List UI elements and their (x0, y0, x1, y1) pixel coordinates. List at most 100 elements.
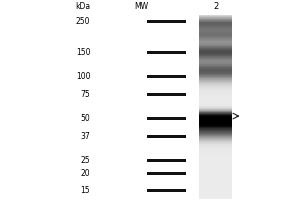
Bar (199, 99, 232, 100)
Bar (199, 194, 232, 195)
Text: 150: 150 (76, 48, 90, 57)
Bar (199, 65, 232, 66)
Bar (147, 93, 186, 96)
Bar (199, 46, 232, 47)
Bar (199, 188, 232, 189)
Text: 250: 250 (76, 17, 90, 26)
Bar (199, 180, 232, 181)
Bar (147, 51, 186, 54)
Bar (199, 49, 232, 50)
Bar (199, 166, 232, 167)
Bar (199, 181, 232, 182)
Bar (199, 176, 232, 177)
Bar (199, 79, 232, 80)
Text: 37: 37 (80, 132, 90, 141)
Bar (199, 54, 232, 55)
Bar (199, 30, 232, 31)
Bar (199, 112, 232, 113)
Bar (199, 148, 232, 149)
Bar (199, 103, 232, 104)
Bar (199, 146, 232, 147)
Bar (199, 29, 232, 30)
Bar (199, 58, 232, 59)
Bar (199, 23, 232, 24)
Bar (199, 64, 232, 65)
Bar (199, 69, 232, 70)
Bar (199, 110, 232, 111)
Bar (199, 118, 232, 119)
Bar (199, 121, 232, 122)
Bar (199, 62, 232, 63)
Bar (199, 140, 232, 141)
Bar (199, 106, 232, 107)
Bar (199, 57, 232, 58)
Bar (199, 124, 232, 125)
Bar (199, 196, 232, 197)
Bar (199, 133, 232, 134)
Bar (199, 154, 232, 155)
Bar (199, 78, 232, 79)
Bar (199, 137, 232, 138)
Bar (199, 27, 232, 28)
Bar (199, 80, 232, 81)
Bar (199, 129, 232, 130)
Bar (199, 192, 232, 193)
Text: 15: 15 (81, 186, 90, 195)
Bar (199, 113, 232, 114)
Bar (199, 33, 232, 34)
Bar (199, 35, 232, 36)
Bar (199, 114, 232, 115)
Bar (199, 189, 232, 190)
Bar (199, 47, 232, 48)
Bar (199, 185, 232, 186)
Bar (199, 159, 232, 160)
Bar (199, 160, 232, 161)
Bar (199, 68, 232, 69)
Bar (199, 63, 232, 64)
Bar (199, 59, 232, 60)
Bar (199, 100, 232, 101)
Bar (199, 117, 232, 118)
Bar (199, 162, 232, 163)
Bar (199, 149, 232, 150)
Bar (199, 123, 232, 124)
Bar (199, 164, 232, 165)
Bar (199, 73, 232, 74)
Bar (199, 153, 232, 154)
Bar (147, 135, 186, 138)
Bar (199, 41, 232, 42)
Bar (199, 144, 232, 145)
Bar (199, 155, 232, 156)
Bar (199, 71, 232, 72)
Bar (199, 61, 232, 62)
Bar (199, 197, 232, 198)
Bar (199, 95, 232, 96)
Bar (199, 38, 232, 39)
Bar (199, 67, 232, 68)
Bar (199, 193, 232, 194)
Bar (199, 74, 232, 75)
Bar (199, 53, 232, 54)
Bar (199, 179, 232, 180)
Bar (199, 170, 232, 171)
Bar (199, 20, 232, 21)
Bar (199, 96, 232, 97)
Bar (199, 161, 232, 162)
Bar (199, 22, 232, 23)
Bar (199, 147, 232, 148)
Bar (199, 25, 232, 26)
Bar (199, 87, 232, 88)
Bar (199, 184, 232, 185)
Bar (147, 189, 186, 192)
Bar (199, 116, 232, 117)
Bar (199, 115, 232, 116)
Bar (199, 167, 232, 168)
Bar (199, 171, 232, 172)
Bar (199, 141, 232, 142)
Bar (199, 90, 232, 91)
Bar (199, 98, 232, 99)
Text: kDa: kDa (75, 2, 90, 11)
Bar (199, 101, 232, 102)
Bar (199, 66, 232, 67)
Bar (199, 175, 232, 176)
